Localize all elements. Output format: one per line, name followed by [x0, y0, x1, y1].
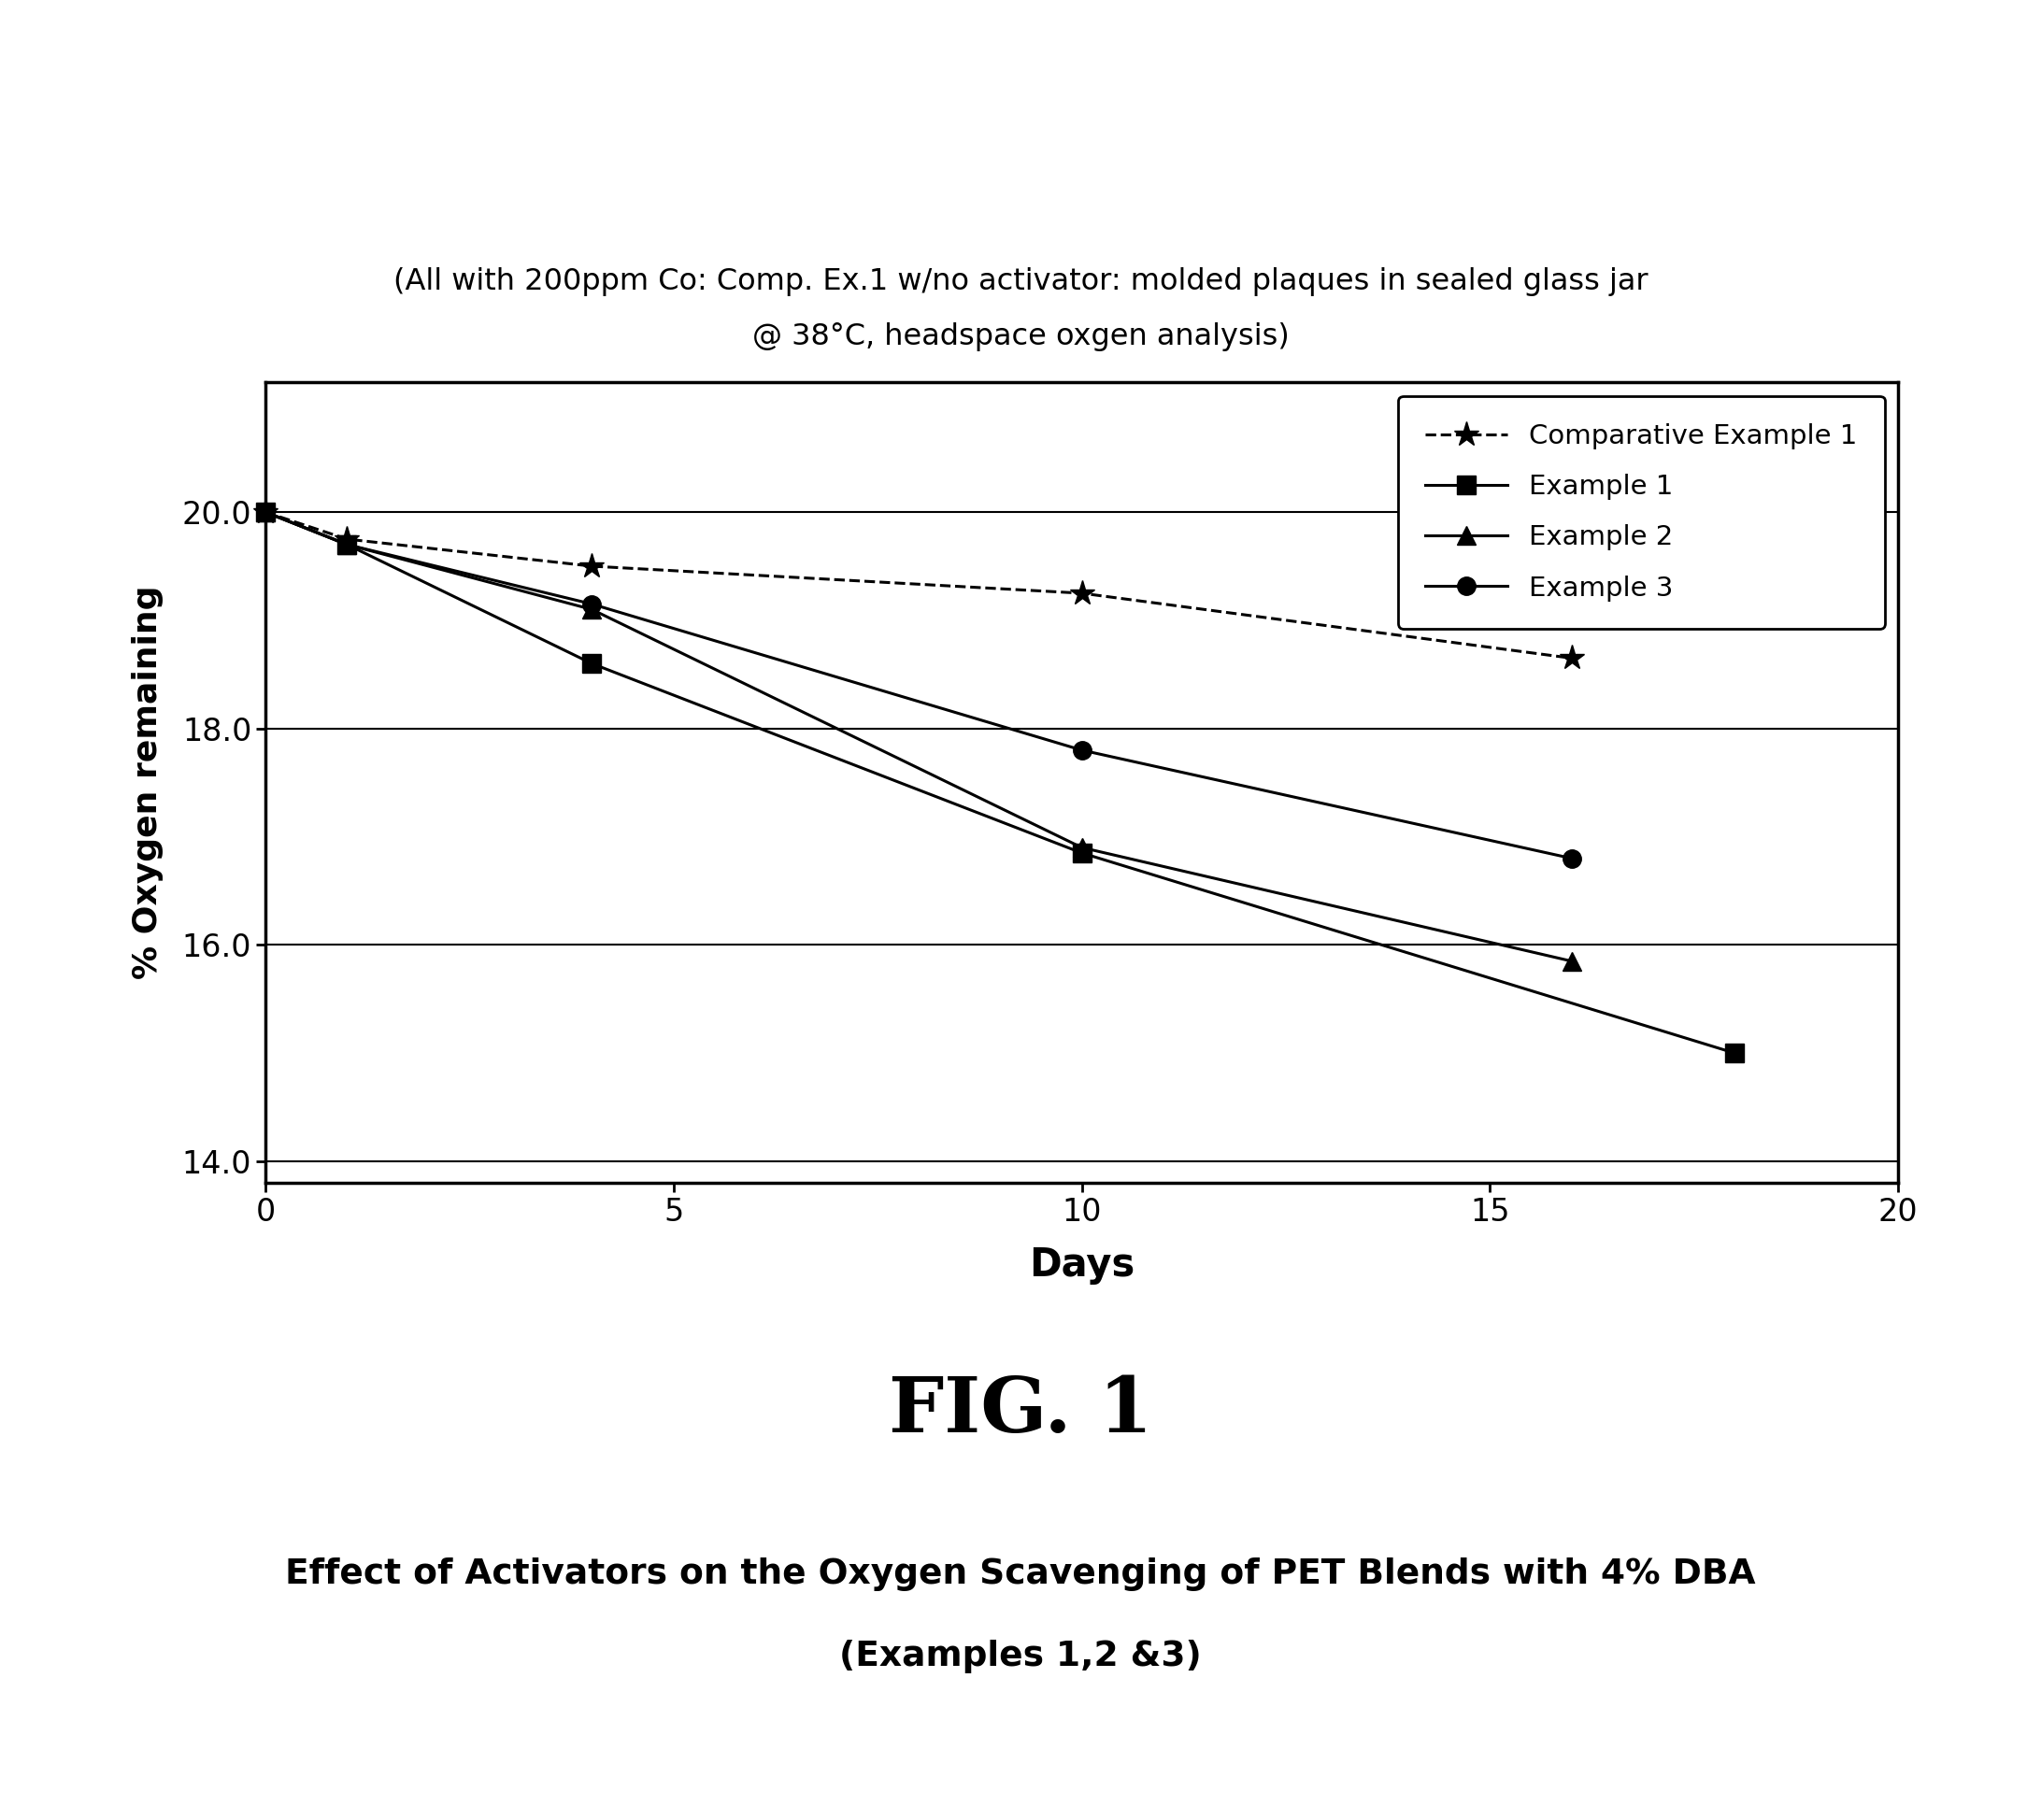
Comparative Example 1 [335, 528, 359, 550]
Example 2 [1559, 950, 1584, 972]
Example 3 [580, 593, 604, 615]
Example 1 [580, 653, 604, 675]
Example 1 [253, 501, 278, 522]
Text: @ 38°C, headspace oxgen analysis): @ 38°C, headspace oxgen analysis) [751, 322, 1290, 351]
Example 1 [1723, 1043, 1747, 1065]
Line: Example 3: Example 3 [257, 502, 1580, 868]
Line: Comparative Example 1: Comparative Example 1 [253, 499, 1584, 672]
Example 2 [335, 533, 359, 555]
Legend: Comparative Example 1, Example 1, Example 2, Example 3: Comparative Example 1, Example 1, Exampl… [1398, 395, 1884, 628]
Y-axis label: % Oxygen remaining: % Oxygen remaining [133, 586, 163, 979]
Example 3 [253, 501, 278, 522]
Example 3 [335, 533, 359, 555]
Comparative Example 1 [580, 555, 604, 577]
Example 1 [335, 533, 359, 555]
Line: Example 2: Example 2 [257, 502, 1580, 970]
Comparative Example 1 [1069, 582, 1094, 604]
Text: Effect of Activators on the Oxygen Scavenging of PET Blends with 4% DBA: Effect of Activators on the Oxygen Scave… [286, 1558, 1755, 1591]
Comparative Example 1 [253, 501, 278, 522]
X-axis label: Days: Days [1029, 1245, 1135, 1285]
Example 2 [253, 501, 278, 522]
Example 2 [1069, 837, 1094, 859]
Text: FIG. 1: FIG. 1 [888, 1372, 1153, 1449]
Example 1 [1069, 843, 1094, 864]
Text: (All with 200ppm Co: Comp. Ex.1 w/no activator: molded plaques in sealed glass j: (All with 200ppm Co: Comp. Ex.1 w/no act… [394, 268, 1647, 297]
Comparative Example 1 [1559, 648, 1584, 670]
Line: Example 1: Example 1 [257, 502, 1743, 1063]
Text: (Examples 1,2 &3): (Examples 1,2 &3) [839, 1640, 1202, 1673]
Example 3 [1559, 848, 1584, 870]
Example 3 [1069, 739, 1094, 761]
Example 2 [580, 599, 604, 621]
